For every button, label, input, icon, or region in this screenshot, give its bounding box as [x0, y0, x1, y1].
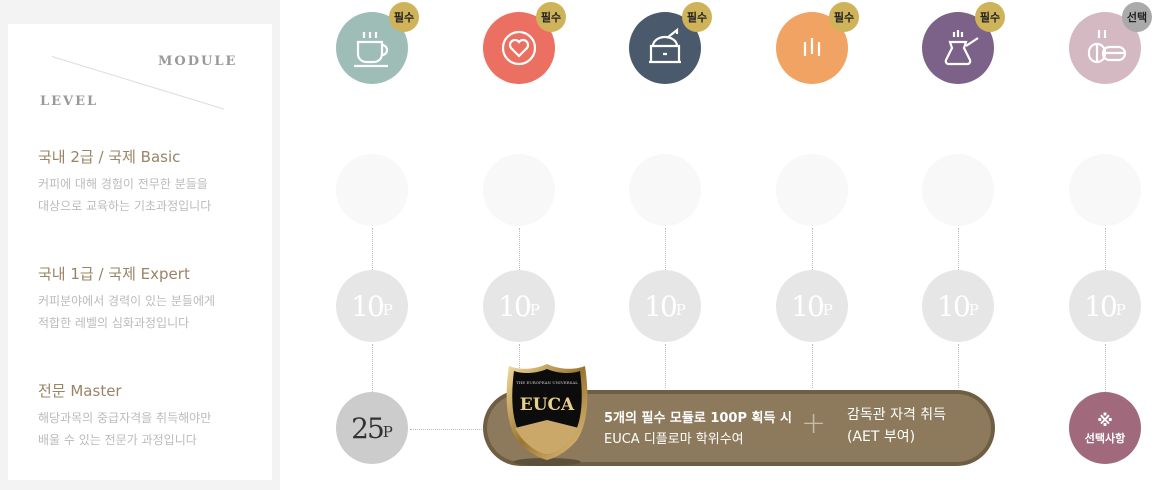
points-unit: P [529, 301, 540, 319]
reference-mark-icon: ※ [1097, 410, 1113, 430]
aet-award: (AET 부여) [847, 429, 916, 445]
points-unit: P [968, 301, 979, 319]
level-desc: 해당과목의 중급자격을 취득해야만 [38, 411, 212, 425]
svg-text:THE EUROPEAN UNIVERSAL: THE EUROPEAN UNIVERSAL [516, 380, 578, 385]
module-icon-circle[interactable] [483, 12, 555, 84]
module-points-circle: 10 P [1069, 270, 1141, 342]
cezve-icon [944, 30, 979, 66]
points-value: 10 [1084, 289, 1118, 323]
points-unit: P [1115, 301, 1126, 319]
supervisor-qualification: 감독관 자격 취득 [847, 407, 947, 423]
module-points-circle: 10 P [922, 270, 994, 342]
diploma-award: EUCA 디플로마 학위수여 [604, 432, 744, 447]
level-desc: 적합한 레벨의 심화과정입니다 [38, 316, 190, 330]
points-value: 25 [351, 411, 385, 445]
module-points-circle: 10 P [336, 270, 408, 342]
points-value: 10 [937, 289, 971, 323]
optional-circle: ※ 선택사항 [1069, 392, 1141, 464]
level-desc: 커피분야에서 경력이 있는 분들에게 [38, 294, 216, 308]
connector-line [410, 429, 486, 430]
required-badge: 필수 [682, 2, 712, 32]
euca-logo: THE EUROPEAN UNIVERSAL EUCA [506, 364, 588, 466]
points-value: 10 [498, 289, 532, 323]
points-unit: P [382, 301, 393, 319]
level-panel [8, 24, 272, 480]
points-unit: P [822, 301, 833, 319]
placeholder-circle [922, 154, 994, 226]
level-desc: 배울 수 있는 전문가 과정입니다 [38, 433, 197, 447]
module-points-circle: 10 P [629, 270, 701, 342]
points-unit: P [382, 423, 393, 441]
coffee-cup-icon [354, 32, 389, 68]
connector-line [372, 228, 373, 270]
diploma-condition: 5개의 필수 모듈로 100P 획득 시 [604, 411, 792, 426]
connector-line [519, 344, 520, 388]
optional-label: 선택사항 [1084, 431, 1126, 445]
module-header: MODULE [158, 54, 238, 69]
required-badge: 필수 [389, 2, 419, 32]
points-value: 10 [791, 289, 825, 323]
module-points-circle: 10 P [483, 270, 555, 342]
level-header: LEVEL [40, 94, 99, 109]
required-badge: 필수 [536, 2, 566, 32]
level-desc: 커피에 대해 경험이 전무한 분들을 [38, 177, 208, 191]
points-value: 10 [351, 289, 385, 323]
placeholder-circle [336, 154, 408, 226]
level-title: 전문 Master [38, 382, 122, 400]
connector-line [665, 344, 666, 388]
coffee-beans-icon [1087, 30, 1127, 64]
level-desc: 대상으로 교육하는 기초과정입니다 [38, 199, 212, 213]
coffee-grinder-icon [649, 27, 681, 64]
points-value: 10 [644, 289, 678, 323]
placeholder-circle [776, 154, 848, 226]
connector-line [1105, 344, 1106, 392]
level-title: 국내 1급 / 국제 Expert [38, 265, 190, 283]
connector-line [958, 228, 959, 270]
placeholder-circle [483, 154, 555, 226]
points-unit: P [675, 301, 686, 319]
placeholder-circle [1069, 154, 1141, 226]
plus-icon: + [801, 406, 827, 441]
optional-badge: 선택 [1122, 2, 1152, 32]
connector-line [812, 344, 813, 388]
module-points-circle: 10 P [776, 270, 848, 342]
connector-line [1105, 228, 1106, 270]
master-points-circle: 25 P [336, 392, 408, 464]
required-badge: 필수 [829, 2, 859, 32]
svg-text:EUCA: EUCA [520, 395, 575, 415]
connector-line [958, 344, 959, 388]
connector-line [519, 228, 520, 270]
placeholder-circle [629, 154, 701, 226]
steam-lines-icon [803, 38, 821, 56]
heart-icon [501, 30, 537, 66]
connector-line [812, 228, 813, 270]
connector-line [665, 228, 666, 270]
level-title: 국내 2급 / 국제 Basic [38, 148, 181, 166]
connector-line [372, 344, 373, 392]
required-badge: 필수 [975, 2, 1005, 32]
